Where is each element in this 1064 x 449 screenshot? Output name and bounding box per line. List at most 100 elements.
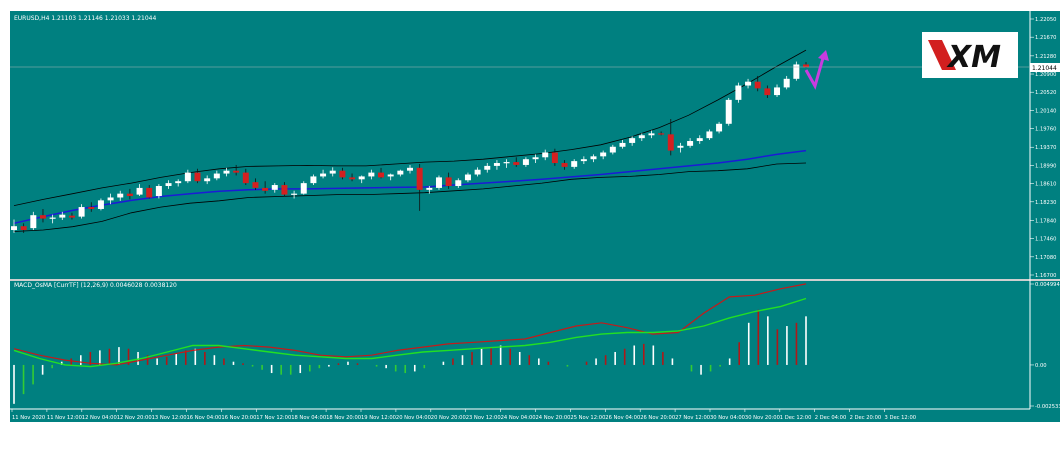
candle-bullish xyxy=(397,170,404,175)
candle-bullish xyxy=(783,78,790,88)
xm-logo-graphic: XM xyxy=(928,40,1001,75)
candle-bearish xyxy=(39,215,46,219)
candle-bullish xyxy=(677,145,684,148)
time-tick-label: 20 Nov 04:00 xyxy=(396,415,431,421)
indicator-chart-area[interactable] xyxy=(10,281,1030,409)
time-tick-label: 30 Nov 04:00 xyxy=(710,415,745,421)
candle-bullish xyxy=(522,159,529,165)
candle-bearish xyxy=(194,172,201,182)
candle-bullish xyxy=(696,138,703,142)
candle-bearish xyxy=(445,177,452,186)
time-tick-label: 17 Nov 12:00 xyxy=(256,415,291,421)
candle-bearish xyxy=(378,172,385,178)
price-tick-label: 1.21670 xyxy=(1035,35,1056,41)
price-tick-label: 1.17080 xyxy=(1035,255,1056,261)
candle-bearish xyxy=(349,177,356,180)
time-scale xyxy=(10,409,1060,422)
price-tick-label: 1.18230 xyxy=(1035,200,1056,206)
signal-line xyxy=(13,297,807,368)
candlesticks xyxy=(11,61,809,233)
time-tick-label: 2 Dec 20:00 xyxy=(850,415,882,421)
candle-bullish xyxy=(223,170,230,174)
macd-tick-label: 0.004994 xyxy=(1035,282,1060,288)
candle-bearish xyxy=(281,185,288,195)
candle-bullish xyxy=(78,207,85,217)
candle-bullish xyxy=(117,193,124,198)
candle-bearish xyxy=(513,162,520,165)
price-tag: 1.21044 xyxy=(1032,65,1057,72)
candle-bearish xyxy=(754,81,761,89)
candle-bearish xyxy=(88,207,95,209)
upward-projection-arrow xyxy=(804,50,829,90)
price-tick-label: 1.17460 xyxy=(1035,237,1056,243)
candle-bullish xyxy=(97,200,104,209)
candle-bullish xyxy=(291,193,298,195)
time-tick-label: 24 Nov 04:00 xyxy=(501,415,536,421)
time-tick-label: 24 Nov 20:00 xyxy=(536,415,571,421)
candle-bullish xyxy=(725,99,732,124)
candle-bullish xyxy=(300,183,307,194)
price-tick-label: 1.20900 xyxy=(1035,72,1056,78)
price-tick-label: 1.22050 xyxy=(1035,17,1056,23)
candle-bullish xyxy=(706,131,713,139)
candle-bearish xyxy=(658,133,665,135)
candle-bullish xyxy=(590,156,597,160)
macd-title: MACD_OsMA [CurrTF] (12,26,9) 0.0046028 0… xyxy=(14,282,177,289)
candle-bullish xyxy=(542,152,549,158)
candle-bullish xyxy=(648,133,655,136)
candle-bullish xyxy=(774,87,781,96)
candle-bullish xyxy=(320,173,327,177)
time-tick-label: 16 Nov 04:00 xyxy=(187,415,222,421)
time-tick-label: 19 Nov 12:00 xyxy=(361,415,396,421)
candle-bullish xyxy=(735,85,742,100)
macd-tick-label: -0.002533 xyxy=(1035,404,1062,410)
bollinger-lower xyxy=(13,162,807,232)
candle-bullish xyxy=(619,142,626,147)
price-tick-label: 1.18610 xyxy=(1035,182,1056,188)
candle-bullish xyxy=(484,165,491,170)
time-tick-label: 30 Nov 20:00 xyxy=(745,415,780,421)
candle-bearish xyxy=(242,172,249,184)
time-tick-label: 26 Nov 04:00 xyxy=(605,415,640,421)
candle-bullish xyxy=(464,174,471,181)
price-tick-label: 1.21280 xyxy=(1035,54,1056,60)
time-axis-labels: 11 Nov 2020 11 Nov 12:00 12 Nov 04:00 12 No… xyxy=(11,409,917,421)
price-chart-area[interactable] xyxy=(10,11,1030,279)
candle-bullish xyxy=(745,81,752,86)
candle-bullish xyxy=(271,185,278,190)
bollinger-bands xyxy=(13,49,807,232)
candle-bullish xyxy=(213,173,220,179)
candle-bullish xyxy=(184,172,191,182)
time-tick-label: 13 Nov 12:00 xyxy=(152,415,187,421)
macd-tick-label: 0.00 xyxy=(1035,363,1047,369)
candle-bullish xyxy=(638,135,645,139)
time-tick-label: 20 Nov 20:00 xyxy=(431,415,466,421)
candle-bullish xyxy=(571,161,578,167)
xm-logo: XM xyxy=(922,32,1018,78)
symbol-info: EURUSD,H4 1.21103 1.21146 1.21033 1.2104… xyxy=(14,15,156,22)
candle-bearish xyxy=(339,170,346,178)
price-tick-label: 1.17840 xyxy=(1035,218,1056,224)
candle-bullish xyxy=(716,123,723,132)
candle-bullish xyxy=(629,138,636,143)
candle-bullish xyxy=(609,146,616,153)
candle-bearish xyxy=(764,88,771,96)
logo-red-slash xyxy=(928,40,956,70)
candle-bearish xyxy=(803,64,809,68)
candle-bearish xyxy=(146,187,153,198)
candle-bullish xyxy=(175,181,182,184)
moving-average-line xyxy=(13,149,807,225)
candle-bullish xyxy=(687,141,694,146)
candle-bullish xyxy=(435,177,442,188)
time-tick-label: 2 Dec 04:00 xyxy=(815,415,847,421)
price-tick-label: 1.20140 xyxy=(1035,108,1056,114)
time-tick-label: 3 Dec 12:00 xyxy=(885,415,917,421)
arrow-path xyxy=(804,57,825,90)
time-tick-label: 18 Nov 20:00 xyxy=(326,415,361,421)
candle-bullish xyxy=(368,172,375,177)
candle-bullish xyxy=(532,157,539,160)
time-tick-label: 18 Nov 04:00 xyxy=(291,415,326,421)
candle-bullish xyxy=(329,170,336,174)
